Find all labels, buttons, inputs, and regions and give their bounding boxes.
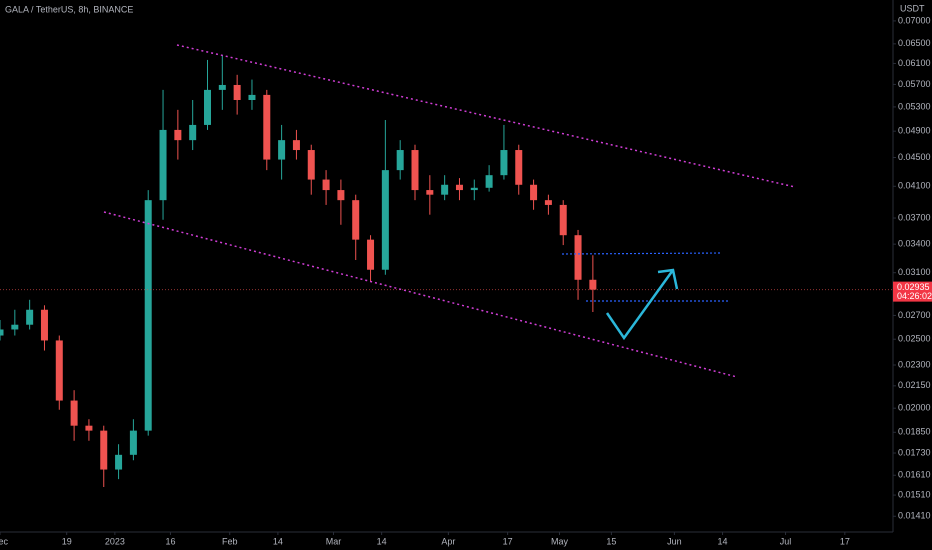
candle-body [441,184,449,195]
channel-top [176,44,796,188]
candle-body [352,200,360,240]
candle-body [189,124,197,141]
arrow-head [657,268,679,290]
y-tick-label: 0.07000 [898,15,931,25]
y-tick-label: 0.03100 [898,267,931,277]
candle-body [159,129,167,201]
x-tick-label: Jun [667,536,682,546]
candle-body [559,204,567,236]
y-tick-label: 0.04900 [898,126,931,136]
range-top [561,252,723,255]
candle-body [485,175,493,188]
candle-body [381,170,389,270]
candle-body [544,200,552,205]
candle-body [307,150,315,180]
y-tick-label: 0.01850 [898,427,931,437]
chart-title: GALA / TetherUS, 8h, BINANCE [5,4,133,14]
y-tick-label: 0.02000 [898,403,931,413]
last-price-badge [893,281,932,302]
candle-body [40,309,48,341]
y-tick-label: 0.02300 [898,359,931,369]
candle-body [263,94,271,160]
candle-body [11,324,19,330]
y-tick-label: 0.06100 [898,58,931,68]
y-tick-label: 0.05300 [898,101,931,111]
candle-body [426,190,434,195]
price-axis [893,0,932,550]
y-tick-label: 0.03400 [898,239,931,249]
candle-body [337,190,345,201]
candle-body [500,150,508,176]
candle-body [574,235,582,280]
axis-unit: USDT [900,3,925,13]
candle-body [0,329,4,336]
y-tick-label: 0.01730 [898,447,931,457]
y-tick-label: 0.02700 [898,310,931,320]
y-tick-label: 0.05700 [898,79,931,89]
x-tick-label: Mar [326,536,342,546]
candle-body [218,84,226,90]
countdown: 04:26:02 [897,291,932,301]
candle-body [589,279,597,290]
candle-body [144,200,152,431]
candle-body [100,430,108,470]
candle-body [322,179,330,191]
candle-body [129,430,137,455]
x-tick-label: 14 [718,536,728,546]
x-tick-label: 15 [606,536,616,546]
x-tick-label: 19 [62,536,72,546]
x-tick-label: 17 [840,536,850,546]
candle-body [367,239,375,270]
x-tick-label: 14 [273,536,283,546]
x-tick-label: May [551,536,569,546]
candle-body [396,150,404,171]
candle-body [292,140,300,151]
x-tick-label: 14 [377,536,387,546]
candle-body [204,89,212,125]
x-tick-label: Feb [222,536,238,546]
x-tick-label: 16 [165,536,175,546]
y-tick-label: 0.04500 [898,152,931,162]
x-tick-label: 17 [503,536,513,546]
candle-body [115,454,123,470]
projection-arrow [605,269,675,341]
candle-body [85,425,93,431]
candle-body [278,140,286,160]
candle-body [515,150,523,185]
y-tick-label: 0.02500 [898,334,931,344]
candle-body [233,84,241,100]
y-tick-label: 0.03700 [898,212,931,222]
y-tick-label: 0.01510 [898,489,931,499]
x-tick-label: Jul [780,536,792,546]
x-tick-label: Apr [441,536,455,546]
x-tick-label: Dec [0,536,8,546]
y-tick-label: 0.04100 [898,181,931,191]
last-price-label: 0.02935 [897,282,930,292]
candle-body [455,184,463,191]
candle-body [174,129,182,141]
candle-body [411,150,419,191]
y-tick-label: 0.01410 [898,511,931,521]
y-tick-label: 0.02150 [898,380,931,390]
x-tick-label: 2023 [105,536,125,546]
candle-body [70,400,78,426]
channel-bottom [103,211,738,378]
candle-body [55,340,63,401]
candle-body [530,184,538,201]
candle-body [248,94,256,100]
axis-labels: 0.07000 0.06500 0.06100 0.05700 0.05300 0.049… [0,15,932,546]
y-tick-label: 0.01610 [898,470,931,480]
candle-body [26,309,34,325]
y-tick-label: 0.06500 [898,38,931,48]
candle-body [470,187,478,191]
plot-area [0,54,893,487]
